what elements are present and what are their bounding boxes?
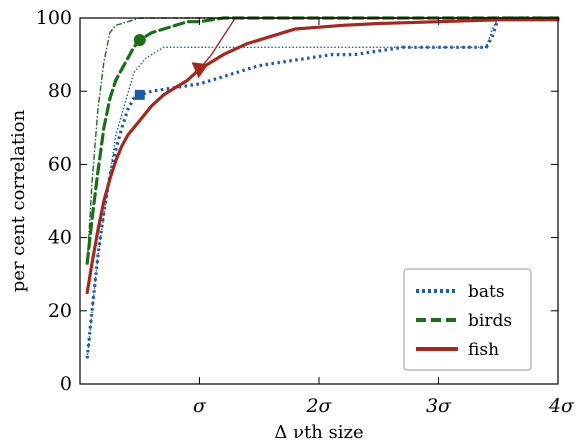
series-birds-secondary-line xyxy=(86,17,558,264)
series-fish-line xyxy=(85,18,560,295)
y-tick-label: 0 xyxy=(60,373,72,395)
legend-label-fish: fish xyxy=(468,340,499,360)
series-bats-marker xyxy=(134,89,145,100)
series-bats-line xyxy=(85,16,558,359)
y-tick-label: 80 xyxy=(48,80,72,102)
x-tick-label: σ xyxy=(193,395,207,417)
series-fish-secondary-line xyxy=(198,17,558,70)
series-birds-line xyxy=(85,16,560,265)
legend-label-birds: birds xyxy=(468,311,512,331)
series-bats-secondary-line xyxy=(86,17,558,359)
legend-box xyxy=(403,268,532,371)
x-axis-label: Δ νth size xyxy=(274,422,363,443)
series-birds-marker xyxy=(133,33,146,46)
y-tick-label: 100 xyxy=(36,7,72,29)
series-fish-marker xyxy=(191,62,209,79)
y-tick-label: 40 xyxy=(48,227,72,249)
x-tick-label: 4σ xyxy=(548,395,575,417)
legend-label-bats: bats xyxy=(468,282,505,302)
legend: bats birds fish xyxy=(403,268,532,371)
y-axis-label: per cent correlation xyxy=(8,109,29,292)
marker-layer xyxy=(133,33,209,100)
x-tick-label: 2σ xyxy=(305,395,332,417)
y-tick-label: 20 xyxy=(48,300,72,322)
x-tick-label: 3σ xyxy=(426,395,452,417)
tick-layer: 0 20 40 60 80 100 σ 2σ 3σ 4σ xyxy=(36,7,575,417)
y-tick-label: 60 xyxy=(48,153,72,175)
